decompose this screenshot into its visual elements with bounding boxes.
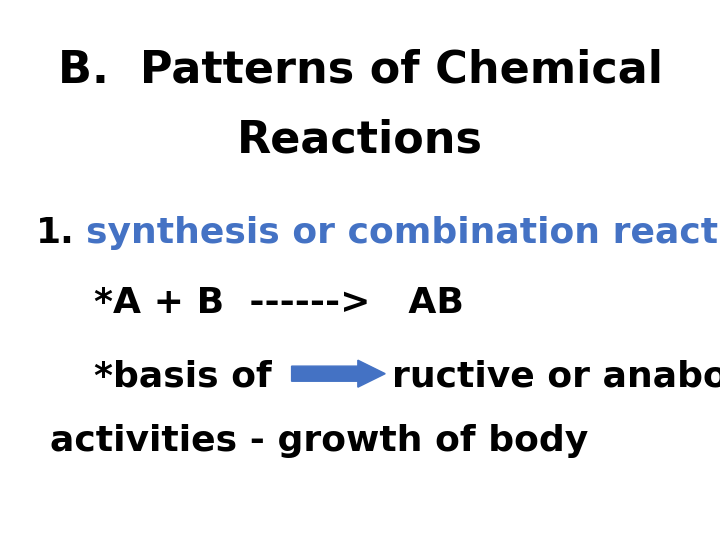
Text: synthesis or combination reaction: synthesis or combination reaction <box>86 216 720 250</box>
Text: Reactions: Reactions <box>237 119 483 162</box>
FancyArrow shape <box>292 360 385 387</box>
Text: ructive or anabolic: ructive or anabolic <box>392 359 720 393</box>
Text: 1.: 1. <box>36 216 75 250</box>
Text: B.  Patterns of Chemical: B. Patterns of Chemical <box>58 49 662 92</box>
Text: *A + B  ------>   AB: *A + B ------> AB <box>94 286 464 320</box>
Text: activities - growth of body: activities - growth of body <box>50 424 589 458</box>
Text: *basis of: *basis of <box>94 359 284 393</box>
